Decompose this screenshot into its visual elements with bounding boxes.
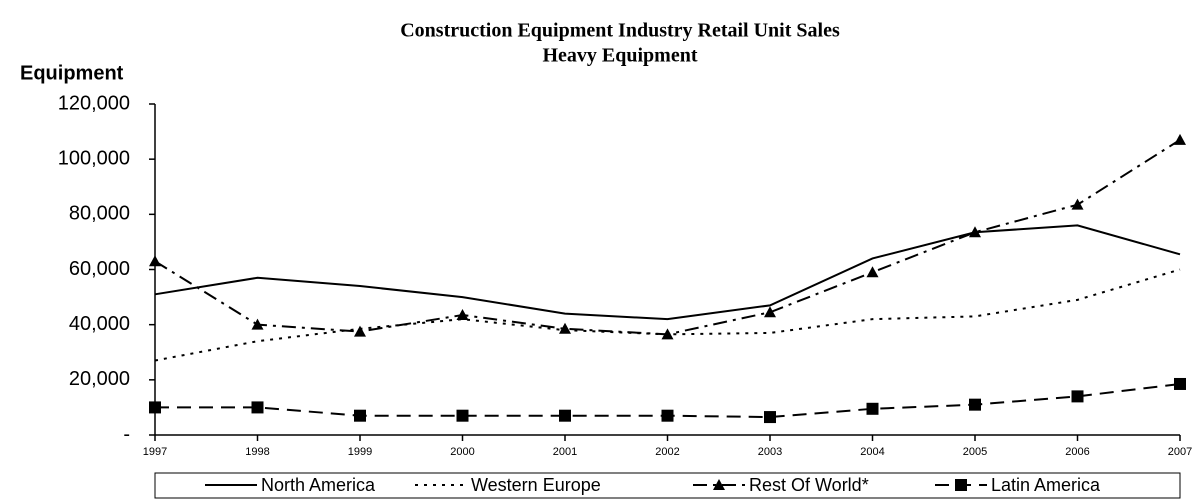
y-axis-label: Equipment bbox=[20, 62, 124, 84]
chart-subtitle: Heavy Equipment bbox=[542, 45, 697, 67]
series-line bbox=[154, 139, 1181, 336]
series-marker bbox=[1174, 377, 1186, 390]
series-marker bbox=[969, 398, 981, 411]
x-tick-label: 2007 bbox=[1168, 446, 1192, 458]
series-line bbox=[154, 224, 1181, 321]
x-tick-label: 2000 bbox=[450, 446, 474, 458]
series-marker bbox=[354, 325, 366, 337]
series-marker bbox=[559, 322, 571, 334]
x-tick-label: 1999 bbox=[348, 446, 372, 458]
legend-box bbox=[154, 472, 1181, 499]
legend-marker bbox=[713, 479, 725, 490]
legend-label: Latin America bbox=[991, 475, 1101, 495]
series-marker bbox=[1071, 198, 1084, 210]
y-tick-label: 100,000 bbox=[58, 147, 130, 169]
series-marker bbox=[764, 411, 776, 424]
y-tick-label: - bbox=[123, 423, 130, 445]
series-marker bbox=[764, 306, 776, 318]
series-marker bbox=[969, 226, 981, 238]
legend-marker bbox=[955, 479, 967, 491]
legend-label: Rest Of World* bbox=[749, 475, 869, 495]
series-marker bbox=[1174, 133, 1186, 145]
series-line bbox=[154, 268, 1181, 362]
x-tick-label: 2005 bbox=[963, 446, 987, 458]
legend-label: North America bbox=[261, 475, 376, 495]
x-tick-label: 2004 bbox=[860, 446, 884, 458]
series-marker bbox=[866, 266, 879, 278]
y-tick-label: 120,000 bbox=[58, 92, 130, 114]
series-marker bbox=[559, 409, 571, 422]
series-marker bbox=[1071, 390, 1084, 403]
x-tick-label: 2006 bbox=[1065, 446, 1089, 458]
x-tick-label: 1998 bbox=[245, 446, 269, 458]
series-marker bbox=[251, 401, 264, 414]
series-marker bbox=[661, 409, 674, 422]
chart-title: Construction Equipment Industry Retail U… bbox=[400, 20, 840, 42]
series-marker bbox=[456, 409, 469, 422]
series-marker bbox=[661, 328, 674, 340]
legend-label: Western Europe bbox=[471, 475, 601, 495]
y-tick-label: 40,000 bbox=[69, 313, 130, 335]
x-tick-label: 2002 bbox=[655, 446, 679, 458]
series-marker bbox=[354, 409, 366, 422]
x-tick-label: 2003 bbox=[758, 446, 782, 458]
y-tick-label: 80,000 bbox=[69, 203, 130, 225]
y-tick-label: 60,000 bbox=[69, 258, 130, 280]
series-marker bbox=[149, 255, 161, 267]
series-marker bbox=[456, 309, 469, 321]
series-marker bbox=[149, 401, 161, 414]
series-marker bbox=[251, 318, 264, 330]
series-marker bbox=[866, 402, 879, 415]
x-tick-label: 2001 bbox=[553, 446, 577, 458]
x-tick-label: 1997 bbox=[143, 446, 167, 458]
y-tick-label: 20,000 bbox=[69, 368, 130, 390]
